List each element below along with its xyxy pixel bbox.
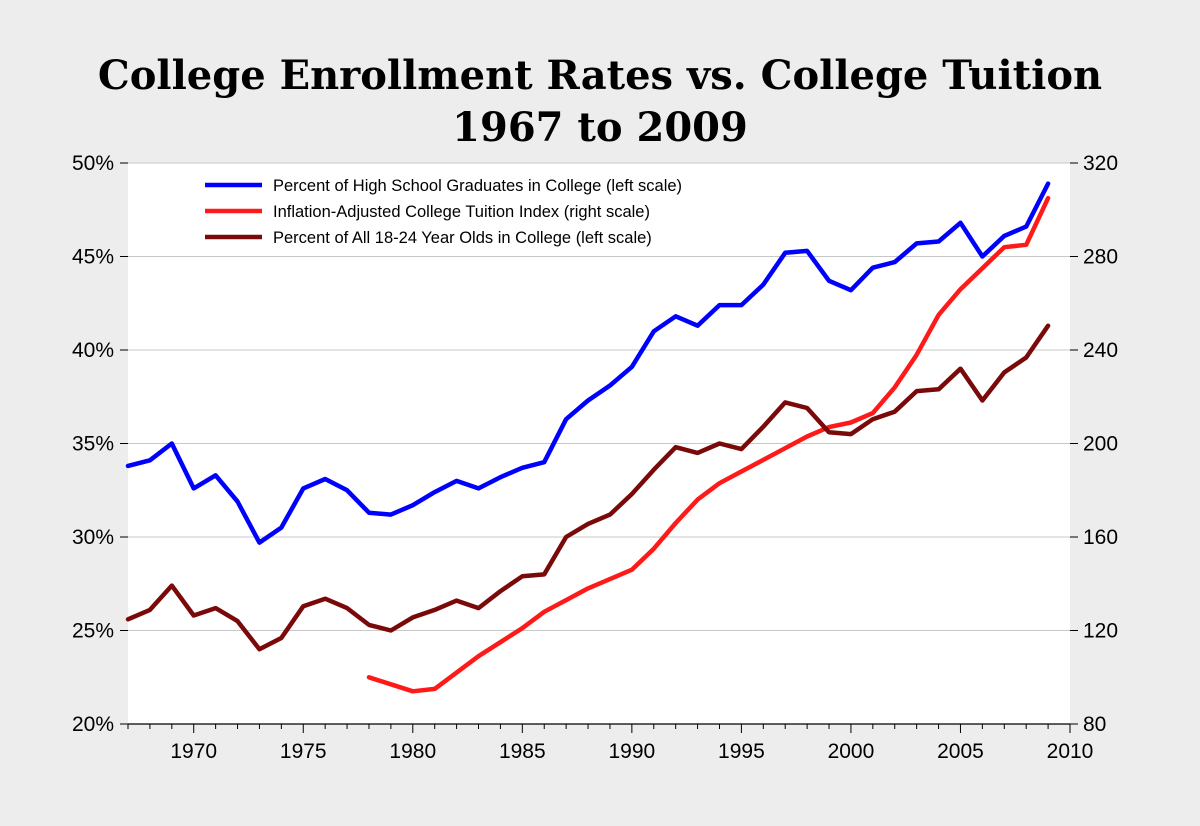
left-axis-tick-label: 30% <box>72 526 114 549</box>
right-axis-tick-label: 320 <box>1083 152 1118 175</box>
right-axis-tick-label: 80 <box>1083 713 1106 736</box>
legend-label-1: Percent of High School Graduates in Coll… <box>273 177 682 195</box>
x-axis-tick-label: 1980 <box>389 740 436 763</box>
series-line-3 <box>125 323 1051 652</box>
x-axis-tick-label: 1990 <box>609 740 656 763</box>
x-axis-tick-label: 2010 <box>1047 740 1094 763</box>
x-axis-tick-label: 2000 <box>828 740 875 763</box>
right-axis-tick-label: 120 <box>1083 620 1118 643</box>
x-axis-tick-label: 1975 <box>280 740 327 763</box>
right-axis-tick-label: 280 <box>1083 246 1118 269</box>
left-axis-tick-label: 45% <box>72 246 114 269</box>
right-axis-tick-label: 200 <box>1083 433 1118 456</box>
left-axis-tick-label: 40% <box>72 339 114 362</box>
left-axis-tick-label: 25% <box>72 620 114 643</box>
left-axis-tick-label: 50% <box>72 152 114 175</box>
left-axis-tick-label: 35% <box>72 433 114 456</box>
x-axis-tick-label: 1985 <box>499 740 546 763</box>
legend-label-3: Percent of All 18-24 Year Olds in Colleg… <box>273 229 652 247</box>
x-axis-tick-label: 1995 <box>718 740 765 763</box>
chart-title: College Enrollment Rates vs. College Tui… <box>97 52 1103 99</box>
right-axis-tick-label: 160 <box>1083 526 1118 549</box>
right-axis-tick-label: 240 <box>1083 339 1118 362</box>
chart-subtitle: 1967 to 2009 <box>452 104 748 151</box>
legend-label-2: Inflation-Adjusted College Tuition Index… <box>273 203 650 221</box>
left-axis-tick-label: 20% <box>72 713 114 736</box>
series-line-1 <box>125 181 1051 545</box>
x-axis-tick-label: 2005 <box>937 740 984 763</box>
series-line-2 <box>366 195 1051 694</box>
x-axis-tick-label: 1970 <box>170 740 217 763</box>
